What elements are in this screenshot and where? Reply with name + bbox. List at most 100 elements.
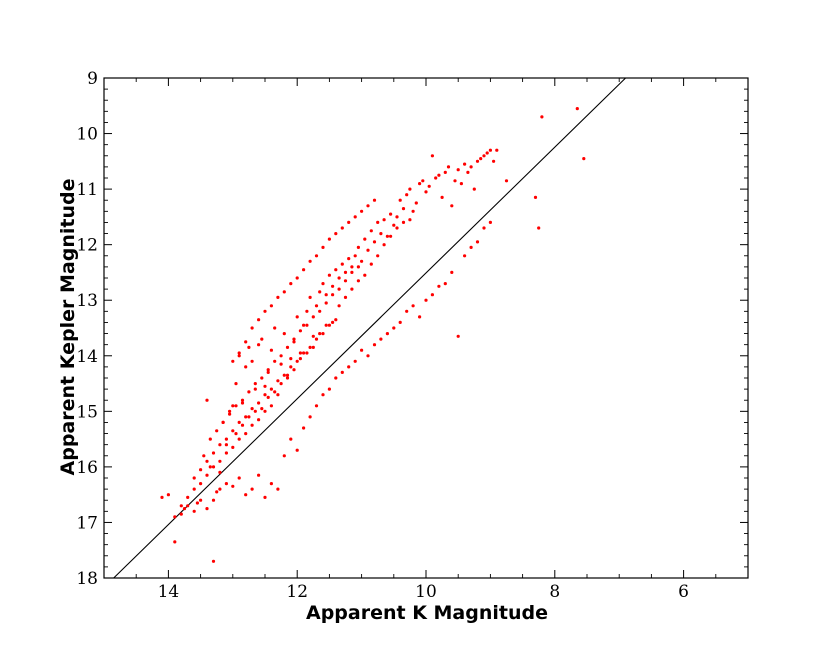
- data-point: [488, 220, 492, 224]
- data-point: [382, 218, 386, 222]
- data-point: [279, 354, 283, 358]
- data-point: [356, 279, 360, 283]
- data-point: [414, 201, 418, 205]
- data-point: [582, 157, 586, 161]
- data-point: [224, 437, 228, 441]
- data-point: [240, 401, 245, 405]
- data-point: [456, 334, 460, 338]
- data-point: [279, 362, 283, 366]
- data-point: [192, 476, 196, 480]
- data-point: [366, 248, 370, 252]
- data-point: [479, 157, 483, 161]
- data-point: [295, 359, 299, 363]
- data-point: [292, 340, 296, 344]
- data-point: [450, 204, 454, 208]
- data-point: [334, 268, 338, 272]
- data-point: [463, 162, 467, 166]
- data-point: [408, 218, 412, 222]
- data-point: [282, 332, 286, 336]
- data-point: [221, 420, 225, 424]
- data-point: [308, 345, 312, 349]
- data-point: [475, 240, 480, 244]
- data-point: [488, 148, 492, 152]
- data-point: [218, 470, 222, 474]
- data-point: [285, 373, 290, 377]
- data-point: [343, 279, 348, 283]
- data-point: [492, 159, 496, 163]
- data-point: [450, 270, 454, 274]
- data-point: [485, 151, 489, 155]
- data-point: [211, 498, 216, 502]
- data-point: [305, 309, 309, 313]
- data-point: [456, 168, 460, 172]
- data-point: [160, 495, 164, 499]
- y-tick-label: 17: [76, 513, 98, 533]
- data-point: [443, 170, 447, 174]
- data-point: [331, 320, 335, 324]
- data-point: [182, 507, 187, 511]
- data-point: [224, 451, 228, 455]
- data-point: [279, 382, 283, 386]
- data-point: [263, 309, 267, 313]
- data-point: [211, 465, 216, 469]
- data-point: [424, 190, 428, 194]
- data-point: [231, 404, 235, 408]
- data-point: [269, 348, 273, 352]
- data-point: [186, 495, 190, 499]
- data-point: [237, 351, 241, 355]
- data-point: [482, 154, 486, 158]
- data-point: [199, 468, 203, 472]
- data-point: [234, 382, 238, 386]
- data-point: [324, 301, 328, 305]
- data-point: [173, 515, 177, 519]
- y-tick-label: 13: [76, 291, 98, 311]
- data-point: [440, 195, 444, 199]
- data-point: [318, 332, 322, 336]
- y-tick-label: 11: [76, 180, 98, 200]
- data-point: [205, 398, 209, 402]
- data-point: [247, 390, 251, 394]
- data-point: [166, 493, 170, 497]
- data-point: [327, 387, 331, 391]
- data-point: [244, 493, 248, 497]
- data-point: [215, 429, 219, 433]
- data-point: [276, 295, 280, 299]
- x-tick-label: 8: [549, 582, 560, 602]
- data-point: [228, 409, 232, 413]
- data-point: [247, 415, 251, 419]
- data-point: [321, 332, 325, 336]
- data-point: [208, 465, 212, 469]
- x-tick-label: 12: [286, 582, 308, 602]
- data-point: [295, 315, 299, 319]
- data-point: [401, 220, 406, 224]
- data-point: [405, 193, 409, 197]
- data-point: [269, 482, 273, 486]
- data-point: [298, 357, 302, 361]
- data-point: [360, 209, 364, 213]
- data-point: [308, 259, 312, 263]
- data-point: [257, 343, 261, 347]
- data-point: [392, 223, 396, 227]
- data-point: [340, 262, 344, 266]
- data-point: [408, 187, 412, 191]
- data-point: [282, 290, 286, 294]
- data-point: [353, 215, 357, 219]
- data-point: [443, 282, 447, 286]
- data-point: [257, 473, 261, 477]
- x-axis-title: Apparent K Magnitude: [306, 602, 548, 624]
- y-tick-label: 18: [76, 569, 98, 589]
- data-point: [305, 351, 309, 355]
- data-point: [215, 490, 219, 494]
- data-point: [266, 368, 270, 372]
- data-point: [237, 354, 241, 358]
- data-point: [302, 268, 306, 272]
- data-point: [363, 237, 367, 241]
- data-point: [257, 401, 261, 405]
- data-point: [231, 445, 235, 449]
- data-point: [292, 368, 296, 372]
- data-point: [218, 443, 222, 447]
- data-point: [395, 215, 399, 219]
- data-point: [208, 437, 212, 441]
